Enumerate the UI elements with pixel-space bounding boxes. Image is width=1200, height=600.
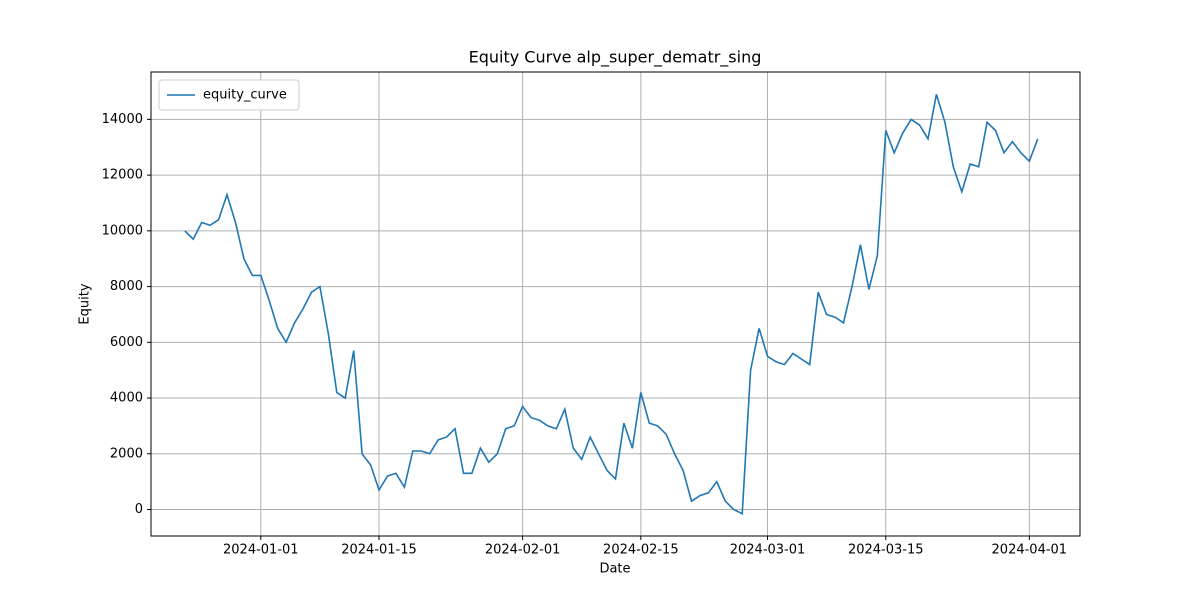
y-tick-label: 6000 bbox=[110, 335, 143, 350]
x-tick-label: 2024-01-15 bbox=[341, 543, 417, 558]
equity-line bbox=[184, 94, 1039, 515]
legend-box bbox=[158, 79, 300, 111]
x-axis-label: Date bbox=[599, 562, 630, 577]
x-tick-label: 2024-03-01 bbox=[730, 543, 806, 558]
legend-label: equity_curve bbox=[203, 88, 287, 103]
plot-frame bbox=[150, 71, 1081, 537]
x-tick-label: 2024-01-01 bbox=[223, 543, 299, 558]
y-tick-label: 12000 bbox=[102, 168, 143, 183]
y-axis-label: Equity bbox=[78, 283, 93, 324]
x-tick-label: 2024-03-15 bbox=[848, 543, 924, 558]
y-tick-label: 8000 bbox=[110, 279, 143, 294]
y-tick-label: 14000 bbox=[102, 112, 143, 127]
y-tick-label: 4000 bbox=[110, 391, 143, 406]
x-tick-label: 2024-04-01 bbox=[992, 543, 1068, 558]
chart-title: Equity Curve alp_super_dematr_sing bbox=[469, 48, 762, 68]
y-tick-label: 10000 bbox=[102, 223, 143, 238]
x-tick-label: 2024-02-01 bbox=[485, 543, 561, 558]
x-tick-label: 2024-02-15 bbox=[603, 543, 679, 558]
y-tick-label: 0 bbox=[135, 502, 143, 517]
y-tick-label: 2000 bbox=[110, 446, 143, 461]
